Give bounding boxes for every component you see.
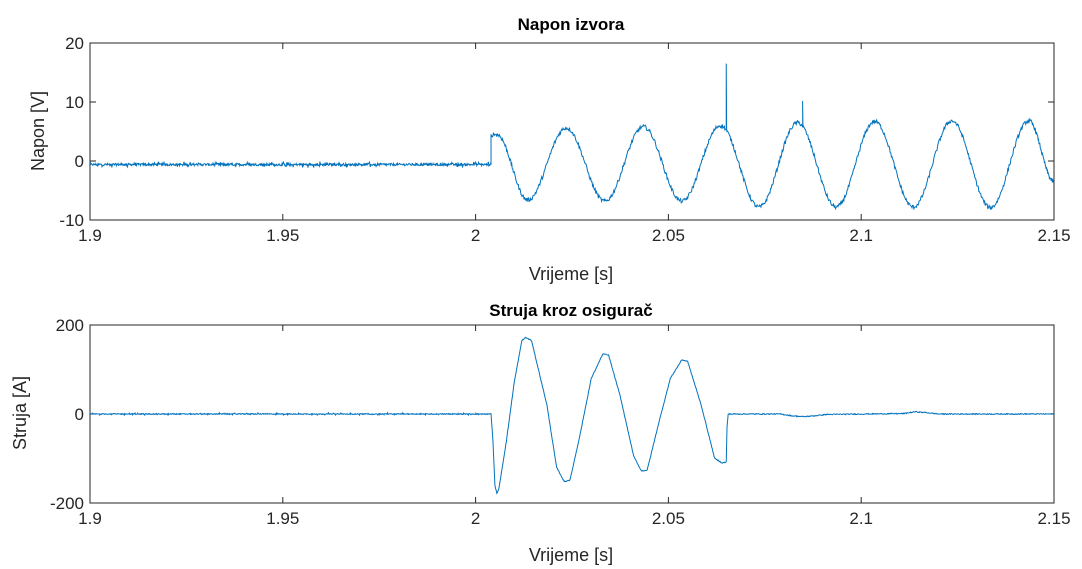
x-tick-label: 2 xyxy=(471,509,480,528)
series-line xyxy=(89,63,1055,211)
series-line xyxy=(89,336,1055,495)
x-tick-label: 1.95 xyxy=(266,509,299,528)
y-tick-label: 0 xyxy=(75,405,84,424)
chart-2-x-axis-label: Vrijeme [s] xyxy=(529,545,613,565)
chart-1-title: Napon izvora xyxy=(518,15,625,34)
x-tick-label: 2.1 xyxy=(849,509,873,528)
x-tick-label: 2.15 xyxy=(1037,509,1070,528)
x-tick-label: 2.05 xyxy=(652,226,685,245)
voltage-chart: 1.9 1.95 2 2.05 2.1 2.15 -10 0 10 20 xyxy=(59,34,1070,245)
x-tick-label: 1.95 xyxy=(266,226,299,245)
current-chart: 1.9 1.95 2 2.05 2.1 2.15 -200 0 200 xyxy=(50,316,1071,528)
x-tick-label: 1.9 xyxy=(78,226,102,245)
y-tick-label: -200 xyxy=(50,494,84,513)
y-tick-label: 20 xyxy=(65,34,84,53)
y-tick-label: 10 xyxy=(65,93,84,112)
y-tick-label: -10 xyxy=(59,211,84,230)
chart-2-title: Struja kroz osigurač xyxy=(489,301,652,320)
y-tick-label: 0 xyxy=(75,152,84,171)
x-tick-label: 2.1 xyxy=(849,226,873,245)
chart-1-y-axis-label: Napon [V] xyxy=(28,91,48,171)
plot-area xyxy=(89,42,1055,221)
chart-2-y-axis-label: Struja [A] xyxy=(10,376,30,450)
x-tick-label: 1.9 xyxy=(78,509,102,528)
y-tick-label: 200 xyxy=(56,316,84,335)
x-tick-label: 2.05 xyxy=(652,509,685,528)
x-tick-label: 2.15 xyxy=(1037,226,1070,245)
x-tick-label: 2 xyxy=(471,226,480,245)
chart-1-x-axis-label: Vrijeme [s] xyxy=(529,264,613,284)
